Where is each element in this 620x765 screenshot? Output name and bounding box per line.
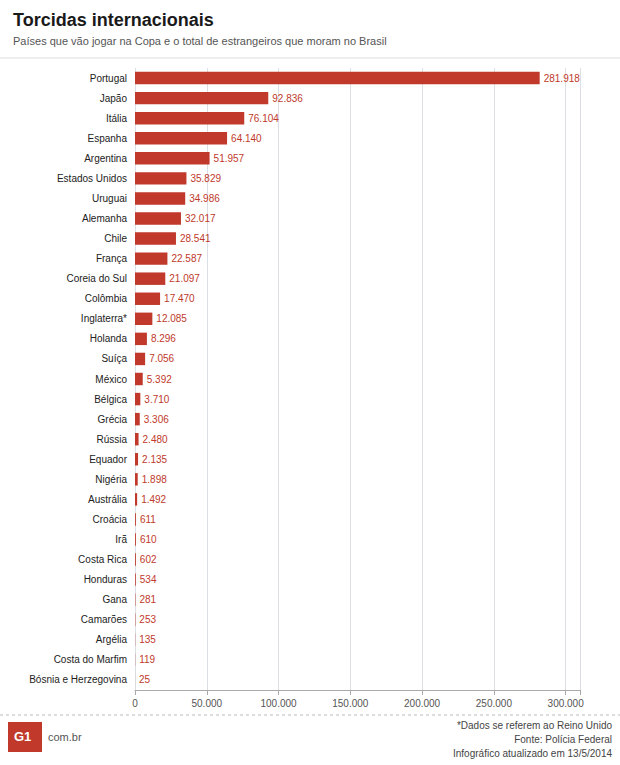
svg-text:Rússia: Rússia: [96, 434, 127, 445]
svg-text:Inglaterra*: Inglaterra*: [81, 313, 127, 324]
svg-text:135: 135: [139, 634, 156, 645]
svg-text:34.986: 34.986: [189, 193, 220, 204]
svg-text:250.000: 250.000: [476, 698, 513, 709]
svg-text:611: 611: [140, 514, 156, 525]
svg-text:Países que vão jogar na Copa e: Países que vão jogar na Copa e o total d…: [13, 35, 387, 47]
svg-text:281: 281: [139, 594, 156, 605]
svg-text:França: França: [96, 253, 128, 264]
svg-text:Chile: Chile: [104, 233, 127, 244]
svg-text:64.140: 64.140: [231, 133, 262, 144]
svg-text:28.541: 28.541: [180, 233, 211, 244]
svg-text:76.104: 76.104: [248, 113, 279, 124]
svg-text:Bósnia e Herzegovina: Bósnia e Herzegovina: [29, 674, 127, 685]
svg-text:Argélia: Argélia: [96, 634, 128, 645]
svg-text:2.480: 2.480: [143, 434, 168, 445]
svg-text:Holanda: Holanda: [90, 333, 128, 344]
svg-text:Itália: Itália: [106, 113, 128, 124]
svg-text:Portugal: Portugal: [90, 73, 127, 84]
svg-text:Gana: Gana: [103, 594, 128, 605]
svg-text:1.898: 1.898: [142, 474, 167, 485]
svg-text:Suíça: Suíça: [101, 353, 127, 364]
svg-text:Bélgica: Bélgica: [94, 394, 127, 405]
svg-text:602: 602: [140, 554, 157, 565]
svg-text:2.135: 2.135: [142, 454, 167, 465]
svg-text:21.097: 21.097: [169, 273, 200, 284]
svg-text:3.710: 3.710: [144, 394, 169, 405]
svg-text:Costa Rica: Costa Rica: [78, 554, 127, 565]
svg-text:Colômbia: Colômbia: [85, 293, 128, 304]
svg-text:7.056: 7.056: [149, 353, 174, 364]
svg-text:Camarões: Camarões: [81, 614, 127, 625]
svg-text:Austrália: Austrália: [88, 494, 127, 505]
svg-text:1.492: 1.492: [141, 494, 166, 505]
svg-text:Alemanha: Alemanha: [82, 213, 127, 224]
svg-text:Argentina: Argentina: [84, 153, 127, 164]
svg-text:17.470: 17.470: [164, 293, 195, 304]
svg-text:281.918: 281.918: [544, 73, 581, 84]
svg-text:Croácia: Croácia: [93, 514, 128, 525]
svg-text:50.000: 50.000: [191, 698, 222, 709]
svg-text:150.000: 150.000: [332, 698, 369, 709]
svg-text:Infográfico atualizado em 13/5: Infográfico atualizado em 13/5/2014: [453, 748, 612, 759]
svg-text:35.829: 35.829: [190, 173, 221, 184]
svg-text:253: 253: [139, 614, 156, 625]
svg-text:0: 0: [132, 698, 138, 709]
svg-text:25: 25: [139, 674, 151, 685]
svg-text:Torcidas internacionais: Torcidas internacionais: [13, 10, 214, 30]
svg-text:G1: G1: [14, 729, 31, 744]
svg-text:Honduras: Honduras: [84, 574, 127, 585]
svg-text:com.br: com.br: [48, 731, 82, 743]
svg-text:51.957: 51.957: [214, 153, 245, 164]
svg-text:3.306: 3.306: [144, 414, 169, 425]
svg-text:Fonte: Polícia Federal: Fonte: Polícia Federal: [514, 734, 612, 745]
svg-text:300.000: 300.000: [548, 698, 585, 709]
svg-text:22.587: 22.587: [171, 253, 202, 264]
svg-text:Japão: Japão: [100, 93, 128, 104]
svg-text:534: 534: [140, 574, 157, 585]
svg-text:Coreia do Sul: Coreia do Sul: [66, 273, 127, 284]
svg-text:32.017: 32.017: [185, 213, 216, 224]
svg-text:Costa do Marfim: Costa do Marfim: [54, 654, 127, 665]
svg-text:Irã: Irã: [115, 534, 127, 545]
svg-text:Uruguai: Uruguai: [92, 193, 127, 204]
svg-text:200.000: 200.000: [404, 698, 441, 709]
svg-text:Nigéria: Nigéria: [95, 474, 127, 485]
svg-text:12.085: 12.085: [156, 313, 187, 324]
svg-text:92.836: 92.836: [272, 93, 303, 104]
svg-text:Equador: Equador: [89, 454, 127, 465]
svg-text:Estados Unidos: Estados Unidos: [57, 173, 127, 184]
svg-text:100.000: 100.000: [260, 698, 297, 709]
svg-text:Grécia: Grécia: [98, 414, 128, 425]
svg-text:*Dados se referem ao Reino Uni: *Dados se referem ao Reino Unido: [457, 720, 613, 731]
svg-text:8.296: 8.296: [151, 333, 176, 344]
svg-text:119: 119: [139, 654, 155, 665]
svg-text:610: 610: [140, 534, 157, 545]
svg-text:México: México: [95, 374, 127, 385]
svg-text:Espanha: Espanha: [88, 133, 128, 144]
svg-text:5.392: 5.392: [147, 374, 172, 385]
